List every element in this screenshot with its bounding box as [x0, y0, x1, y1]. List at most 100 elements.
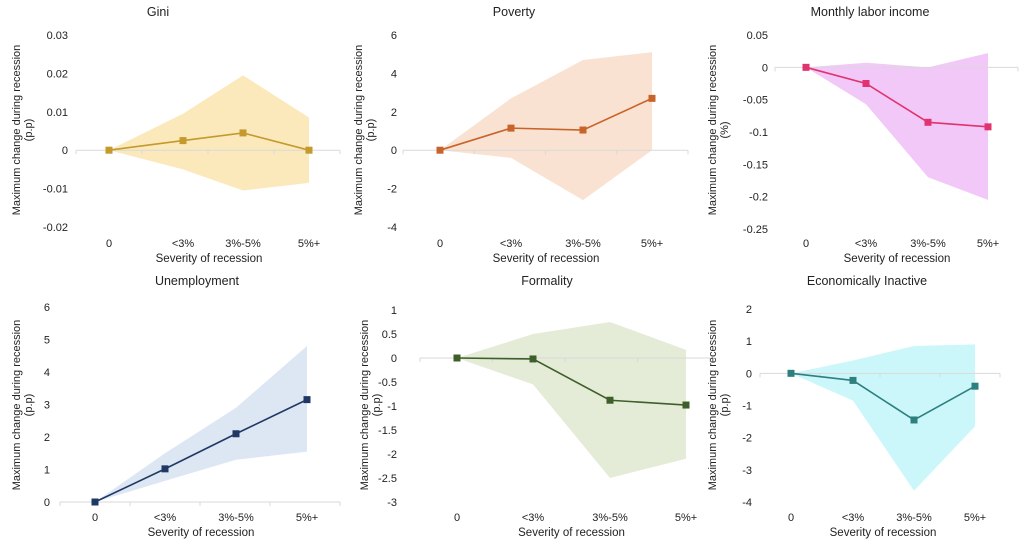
y-tick-label: 1	[746, 336, 752, 348]
y-tick-label: -4	[387, 222, 397, 234]
series-line	[790, 372, 976, 421]
series-line	[439, 97, 653, 151]
y-axis-label: Maximum change during recession(p.p)	[11, 45, 35, 216]
y-tick-label: -0.01	[43, 184, 68, 196]
x-axis-label: Severity of recession	[844, 253, 951, 265]
data-point	[802, 63, 810, 71]
data-point	[507, 124, 515, 132]
x-tick-label: <3%	[842, 512, 865, 524]
y-tick-label: -3	[742, 465, 752, 477]
y-axis-label: Maximum change during recession(p.p)	[353, 45, 377, 216]
series-line	[456, 357, 687, 406]
y-tick-label: 3	[44, 400, 50, 412]
y-tick-label: 1	[44, 465, 50, 477]
data-point	[303, 396, 311, 404]
x-tick-label: 3%-5%	[592, 512, 628, 524]
y-tick-label: -2	[387, 184, 397, 196]
x-tick-label: 0	[106, 238, 112, 250]
panel-unemployment: Unemployment 6 5 4 3 2 1 0 Maximum change during…	[11, 274, 341, 539]
x-tick-label: 5%+	[641, 238, 663, 250]
panel-title: Economically Inactive	[807, 274, 927, 288]
data-point	[232, 430, 240, 438]
y-tick-label: 2	[391, 107, 397, 119]
y-tick-label: -0.2	[749, 192, 768, 204]
y-tick-label: 2	[44, 432, 50, 444]
x-axis-label: Severity of recession	[493, 253, 600, 265]
y-tick-label: 0.01	[47, 107, 68, 119]
data-point	[787, 369, 795, 377]
y-tick-label: -2.5	[378, 473, 397, 485]
y-tick-label: 0	[762, 62, 768, 74]
x-tick-label: <3%	[855, 238, 878, 250]
x-axis-label: Severity of recession	[148, 527, 255, 539]
y-tick-label: 6	[44, 302, 50, 314]
x-tick-label: 0	[803, 238, 809, 250]
x-tick-label: 0	[92, 512, 98, 524]
x-tick-label: <3%	[172, 238, 195, 250]
data-point	[453, 354, 461, 362]
x-tick-label: 5%+	[964, 512, 986, 524]
data-point	[105, 146, 113, 154]
y-tick-label: 1	[391, 305, 397, 317]
y-tick-label: -1	[742, 401, 752, 413]
y-tick-label: -2	[742, 433, 752, 445]
y-axis-label: Maximum change during recession(p.p)	[11, 320, 35, 491]
y-tick-label: 0	[44, 497, 50, 509]
data-point	[239, 129, 247, 137]
y-tick-label: -0.25	[743, 224, 768, 236]
x-tick-label: 0	[437, 238, 443, 250]
x-axis-label: Severity of recession	[830, 527, 937, 539]
confidence-band	[791, 344, 975, 491]
y-tick-label: 0.03	[47, 30, 68, 42]
y-axis-label: Maximum change during recession(%)	[707, 45, 731, 216]
y-axis-label: Maximum change during recession(p.p)	[707, 320, 731, 491]
x-tick-label: 3%-5%	[225, 238, 261, 250]
data-point	[179, 137, 187, 145]
y-tick-label: 5	[44, 335, 50, 347]
series-line	[108, 132, 310, 151]
panel-poverty: Poverty 6 4 2 0 -2 -4 Maximum change during rec…	[353, 5, 689, 265]
panel-formality: Formality 1 0.5 0 -0.5 -1 -1.5 -2 -2.5 -3 Maximum …	[359, 274, 711, 539]
x-tick-label: 0	[788, 512, 794, 524]
data-point	[910, 416, 918, 424]
series-line	[94, 398, 308, 503]
panel-monthly-labor-income: Monthly labor income 0.05 0 -0.05 -0.1 -0.15 -…	[707, 5, 1019, 265]
data-point	[529, 355, 537, 363]
data-point	[984, 123, 992, 131]
data-point	[849, 376, 857, 384]
x-tick-label: 5%+	[675, 512, 697, 524]
data-point	[91, 498, 99, 506]
confidence-band	[457, 322, 686, 478]
y-tick-label: 6	[391, 30, 397, 42]
panel-title: Gini	[147, 5, 169, 19]
confidence-band	[109, 75, 309, 191]
x-tick-label: 3%-5%	[910, 238, 946, 250]
data-point	[648, 94, 656, 102]
y-tick-label: -0.15	[743, 159, 768, 171]
x-axis-label: Severity of recession	[156, 253, 263, 265]
y-tick-label: -1.5	[378, 425, 397, 437]
x-tick-label: 5%+	[296, 512, 318, 524]
data-point	[436, 146, 444, 154]
panel-gini: Gini 0.03 0.02 0.01 0 -0.01 -0.02 Maximum chang…	[11, 5, 341, 265]
y-tick-label: -4	[742, 497, 752, 509]
y-tick-label: -0.5	[378, 377, 397, 389]
panel-economically-inactive: Economically Inactive 2 1 0 -1 -2 -3 -4 Maximum …	[707, 274, 1001, 539]
data-point	[862, 80, 870, 87]
y-tick-label: 4	[44, 367, 50, 379]
x-tick-label: 5%+	[298, 238, 320, 250]
y-tick-label: 0	[391, 353, 397, 365]
y-tick-label: -2	[387, 449, 397, 461]
x-tick-label: 3%-5%	[218, 512, 254, 524]
x-tick-label: <3%	[500, 238, 523, 250]
y-tick-label: 0	[62, 145, 68, 157]
y-tick-label: 0	[746, 368, 752, 380]
y-tick-label: 0	[391, 145, 397, 157]
x-axis-label: Severity of recession	[518, 527, 625, 539]
data-point	[924, 118, 932, 126]
confidence-band	[806, 53, 988, 200]
y-tick-label: 2	[746, 304, 752, 316]
data-point	[579, 126, 587, 134]
y-tick-label: -0.1	[749, 127, 768, 139]
